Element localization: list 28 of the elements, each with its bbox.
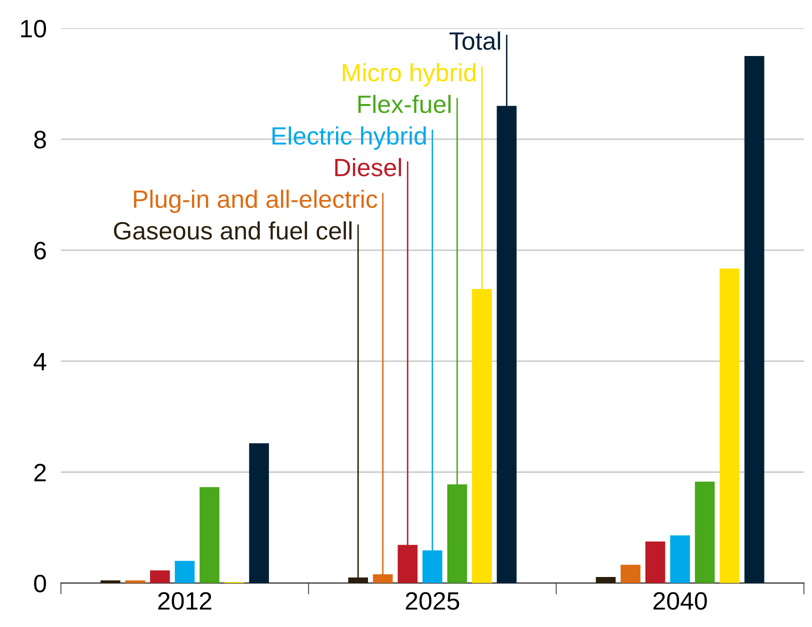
bar bbox=[200, 487, 220, 584]
bar bbox=[249, 443, 269, 584]
y-tick-label: 10 bbox=[21, 20, 46, 38]
x-tick-label: 2012 bbox=[158, 592, 212, 610]
text: Plug-in and all-electric bbox=[134, 190, 378, 213]
bar bbox=[720, 268, 740, 584]
bar bbox=[670, 535, 690, 584]
y-tick-label: 2 bbox=[34, 464, 46, 482]
text: Flex-fuel bbox=[358, 94, 451, 114]
bar bbox=[174, 560, 195, 584]
bar bbox=[645, 541, 666, 584]
text: Diesel bbox=[335, 158, 401, 176]
bar bbox=[100, 580, 120, 584]
text: Gaseous and fuel cell bbox=[114, 221, 352, 240]
x-tick-label: 2025 bbox=[406, 592, 460, 610]
text: Total bbox=[450, 32, 500, 50]
x-tick-label: 2040 bbox=[654, 592, 707, 610]
bar bbox=[744, 56, 764, 584]
y-tick-label: 8 bbox=[34, 130, 46, 148]
y-tick-label: 6 bbox=[34, 242, 46, 260]
bar bbox=[694, 482, 715, 584]
y-tick-label: 4 bbox=[34, 353, 46, 370]
bar bbox=[620, 564, 640, 584]
bar bbox=[150, 570, 170, 584]
text: Micro hybrid bbox=[342, 63, 476, 86]
y-tick-label: 0 bbox=[34, 574, 46, 592]
bar bbox=[596, 577, 616, 584]
text: Electric hybrid bbox=[272, 126, 426, 150]
